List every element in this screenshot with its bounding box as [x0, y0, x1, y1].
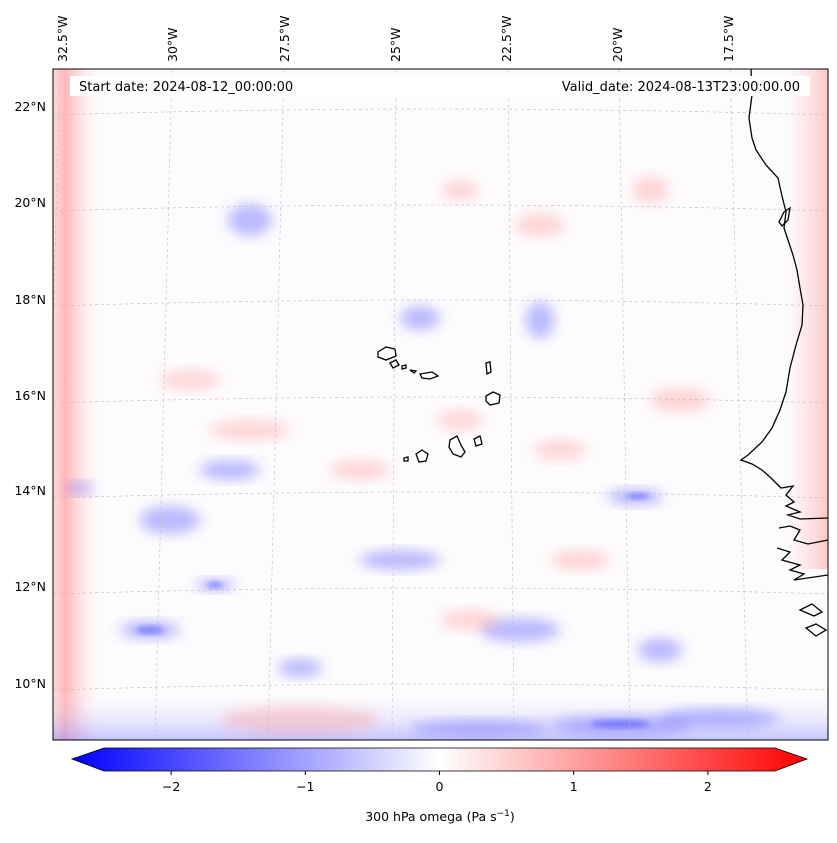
island-boa-vista	[485, 391, 501, 406]
strong-negative-omega-core	[207, 582, 223, 588]
graticule	[53, 69, 828, 740]
positive-omega-blob	[632, 176, 668, 204]
parallel-line	[53, 108, 828, 116]
coastline	[739, 69, 828, 637]
lon-label-32-5w: 32.5°W	[55, 16, 70, 62]
positive-omega-blob	[330, 460, 390, 480]
coast-fragment-5	[804, 623, 828, 637]
coast-fragment-1	[778, 206, 791, 227]
lon-label-27-5w: 27.5°W	[277, 16, 292, 62]
positive-omega-blob	[220, 706, 380, 734]
omega-field	[53, 69, 828, 740]
island-maio	[473, 435, 483, 447]
island-brava	[403, 456, 409, 462]
strong-negative-omega-core	[590, 720, 650, 728]
lon-label-25w: 25°W	[388, 27, 403, 62]
island-santiago	[448, 435, 466, 458]
colorbar-body	[70, 747, 809, 772]
negative-omega-blob	[360, 550, 440, 570]
island-sao-nicolau	[409, 369, 440, 380]
strong-negative-omega-core	[136, 626, 164, 634]
map-frame	[52, 68, 829, 741]
lon-label-17-5w: 17.5°W	[721, 16, 736, 62]
field-background	[53, 69, 828, 740]
negative-omega-blob	[278, 659, 322, 677]
coast-fragment-4	[798, 603, 824, 617]
right-edge-positive-band	[780, 69, 828, 569]
colorbar-tick-label: 0	[436, 779, 444, 794]
lat-label-16n: 16°N	[14, 388, 46, 403]
lat-label-20n: 20°N	[14, 195, 46, 210]
positive-omega-blob	[210, 420, 290, 440]
island-sao-vicente	[389, 359, 400, 369]
positive-omega-blob	[442, 180, 478, 200]
meridian-line	[729, 69, 749, 740]
cape-verde-islands	[377, 346, 501, 463]
omega-blobs	[66, 176, 780, 736]
negative-omega-blob	[410, 720, 550, 736]
negative-omega-blob	[480, 618, 560, 642]
lat-label-18n: 18°N	[14, 292, 46, 307]
island-santo-antao	[377, 346, 397, 361]
positive-omega-blob	[160, 370, 220, 390]
colorbar-tick-label: −2	[162, 779, 180, 794]
coast-fragment-3	[776, 547, 828, 581]
longitude-labels: 32.5°W 30°W 27.5°W 25°W 22.5°W 20°W 17.5…	[55, 16, 736, 62]
colorbar-ticks: −2 −1 0 1 2	[162, 771, 712, 794]
positive-omega-blob	[516, 213, 564, 237]
positive-omega-blob	[534, 440, 586, 460]
latitude-labels: 22°N 20°N 18°N 16°N 14°N 12°N 10°N	[14, 99, 46, 691]
negative-omega-blob	[66, 482, 94, 494]
negative-omega-blob	[228, 204, 272, 236]
negative-omega-blob	[400, 306, 440, 330]
colorbar-tick-label: 1	[570, 779, 578, 794]
positive-omega-blob	[440, 610, 500, 630]
colorbar: −2 −1 0 1 2 300 hPa omega (Pa s−1)	[70, 747, 809, 824]
parallel-line	[53, 491, 828, 499]
island-fogo	[415, 449, 429, 463]
island-santa-luzia	[401, 364, 407, 370]
positive-omega-blob	[650, 388, 710, 412]
lat-label-14n: 14°N	[14, 483, 46, 498]
strong-negative-omega-core	[626, 493, 650, 499]
parallel-line	[53, 587, 828, 595]
lat-label-22n: 22°N	[14, 99, 46, 114]
parallel-line	[53, 204, 828, 212]
lat-label-12n: 12°N	[14, 579, 46, 594]
colorbar-tick-label: −1	[296, 779, 314, 794]
meridian-line	[507, 69, 515, 740]
negative-omega-blob	[660, 708, 780, 728]
island-sal	[485, 361, 492, 376]
negative-omega-blob	[526, 302, 554, 338]
lon-label-22-5w: 22.5°W	[499, 16, 514, 62]
parallel-line	[53, 299, 828, 307]
left-edge-positive-band	[53, 69, 103, 740]
negative-omega-blob	[200, 460, 260, 480]
lat-label-10n: 10°N	[14, 676, 46, 691]
positive-omega-blob	[438, 410, 482, 430]
negative-omega-blob	[638, 638, 682, 662]
negative-omega-blob	[140, 506, 200, 534]
meridian-line	[267, 69, 285, 740]
lon-label-30w: 30°W	[165, 27, 180, 62]
lon-label-20w: 20°W	[610, 27, 625, 62]
valid-date-label: Valid_date: 2024-08-13T23:00:00.00	[562, 80, 800, 95]
colorbar-tick-label: 2	[704, 779, 712, 794]
meridian-line	[618, 69, 631, 740]
africa-coastline	[739, 69, 828, 520]
meridian-line	[391, 69, 397, 740]
title-bar	[70, 76, 810, 96]
start-date-label: Start date: 2024-08-12_00:00:00	[79, 80, 293, 95]
colorbar-label: 300 hPa omega (Pa s−1)	[365, 809, 515, 824]
coast-fragment-2	[778, 525, 828, 545]
parallel-line	[53, 683, 828, 691]
meridian-line	[154, 69, 173, 740]
positive-omega-blob	[550, 550, 610, 570]
